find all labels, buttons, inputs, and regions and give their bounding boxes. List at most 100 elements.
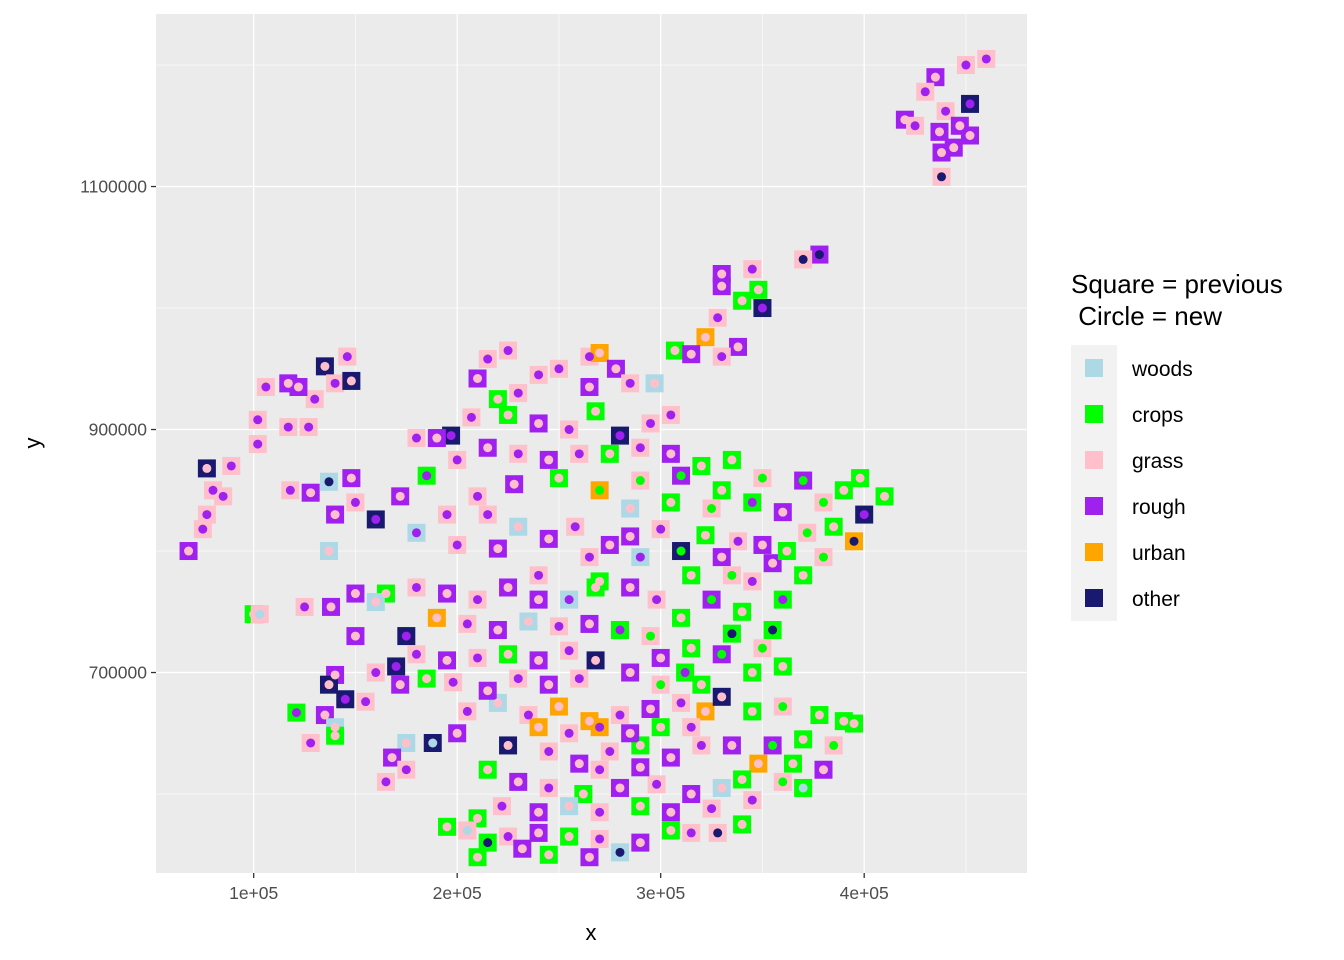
- new-circle-crops: [778, 702, 788, 712]
- new-circle-rough: [253, 415, 263, 425]
- new-circle-grass: [595, 348, 605, 358]
- legend-label-crops: crops: [1132, 404, 1183, 427]
- new-circle-rough: [483, 510, 493, 520]
- new-circle-grass: [523, 616, 533, 626]
- plot-panel: [156, 14, 1027, 873]
- new-circle-crops: [818, 497, 828, 507]
- new-circle-rough: [965, 99, 975, 109]
- new-circle-grass: [591, 582, 601, 592]
- new-circle-grass: [778, 661, 788, 671]
- new-circle-rough: [646, 418, 656, 428]
- new-circle-rough: [652, 595, 662, 605]
- new-circle-grass: [949, 143, 959, 153]
- legend-label-grass: grass: [1132, 450, 1183, 473]
- new-circle-grass: [483, 686, 493, 696]
- new-circle-grass: [503, 582, 513, 592]
- new-circle-grass: [605, 540, 615, 550]
- new-circle-grass: [401, 738, 411, 748]
- new-circle-grass: [473, 852, 483, 862]
- new-circle-grass: [534, 722, 544, 732]
- new-circle-other: [324, 477, 334, 487]
- new-circle-rough: [462, 706, 472, 716]
- new-circle-grass: [346, 473, 356, 483]
- new-circle-grass: [544, 680, 554, 690]
- x-tick-label: 4e+05: [840, 883, 889, 903]
- new-circle-rough: [941, 106, 951, 116]
- new-circle-rough: [513, 388, 523, 398]
- new-circle-grass: [324, 546, 334, 556]
- legend: Square = previous Circle = new woods crop…: [1071, 269, 1283, 621]
- new-circle-grass: [717, 692, 727, 702]
- new-circle-grass: [350, 631, 360, 641]
- new-circle-grass: [513, 777, 523, 787]
- new-circle-grass: [934, 127, 944, 137]
- legend-label-rough: rough: [1132, 496, 1186, 519]
- new-circle-grass: [849, 719, 859, 729]
- new-circle-rough: [747, 264, 757, 274]
- new-circle-grass: [625, 728, 635, 738]
- new-circle-grass: [782, 546, 792, 556]
- new-circle-woods: [462, 825, 472, 835]
- new-circle-grass: [534, 595, 544, 605]
- new-circle-crops: [635, 476, 645, 486]
- new-circle-grass: [686, 570, 696, 580]
- new-circle-other: [713, 828, 723, 838]
- new-circle-rough: [859, 510, 869, 520]
- legend-label-urban: urban: [1132, 542, 1186, 565]
- new-circle-rough: [473, 595, 483, 605]
- new-circle-grass: [442, 589, 452, 599]
- new-circle-grass: [955, 121, 965, 131]
- new-circle-grass: [574, 759, 584, 769]
- new-circle-woods: [428, 738, 438, 748]
- new-circle-grass: [395, 680, 405, 690]
- new-circle-rough: [584, 352, 594, 362]
- new-circle-rough: [342, 352, 352, 362]
- new-circle-rough: [198, 524, 208, 534]
- new-circle-grass: [753, 759, 763, 769]
- new-circle-grass: [717, 783, 727, 793]
- new-circle-rough: [696, 740, 706, 750]
- new-circle-grass: [381, 589, 391, 599]
- new-circle-crops: [798, 476, 808, 486]
- new-circle-rough: [595, 722, 605, 732]
- new-circle-rough: [340, 694, 350, 704]
- new-circle-grass: [509, 479, 519, 489]
- new-circle-rough: [503, 832, 513, 842]
- legend-swatch-crops: [1085, 405, 1103, 423]
- new-circle-rough: [615, 710, 625, 720]
- new-circle-grass: [855, 473, 865, 483]
- new-circle-rough: [202, 510, 212, 520]
- new-circle-grass: [686, 789, 696, 799]
- legend-swatch-woods: [1085, 359, 1103, 377]
- new-circle-grass: [635, 740, 645, 750]
- new-circle-grass: [584, 716, 594, 726]
- new-circle-grass: [700, 530, 710, 540]
- new-circle-grass: [452, 728, 462, 738]
- new-circle-grass: [625, 504, 635, 514]
- new-circle-crops: [707, 595, 717, 605]
- new-circle-rough: [534, 570, 544, 580]
- new-circle-crops: [768, 740, 778, 750]
- new-circle-rough: [462, 619, 472, 629]
- new-circle-grass: [666, 449, 676, 459]
- legend-key-background: [1071, 345, 1117, 621]
- x-axis-title: x: [586, 920, 597, 945]
- new-circle-rough: [595, 834, 605, 844]
- new-circle-crops: [676, 546, 686, 556]
- new-circle-grass: [493, 544, 503, 554]
- new-circle-rough: [473, 491, 483, 501]
- new-circle-grass: [727, 740, 737, 750]
- new-circle-grass: [320, 710, 330, 720]
- new-circle-other: [727, 629, 737, 639]
- new-circle-crops: [757, 643, 767, 653]
- new-circle-grass: [346, 376, 356, 386]
- new-circle-grass: [717, 281, 727, 291]
- new-circle-grass: [666, 753, 676, 763]
- new-circle-crops: [757, 473, 767, 483]
- new-circle-grass: [503, 410, 513, 420]
- new-circle-rough: [635, 443, 645, 453]
- new-circle-rough: [304, 422, 314, 432]
- new-circle-grass: [493, 394, 503, 404]
- new-circle-grass: [727, 455, 737, 465]
- new-circle-rough: [713, 313, 723, 323]
